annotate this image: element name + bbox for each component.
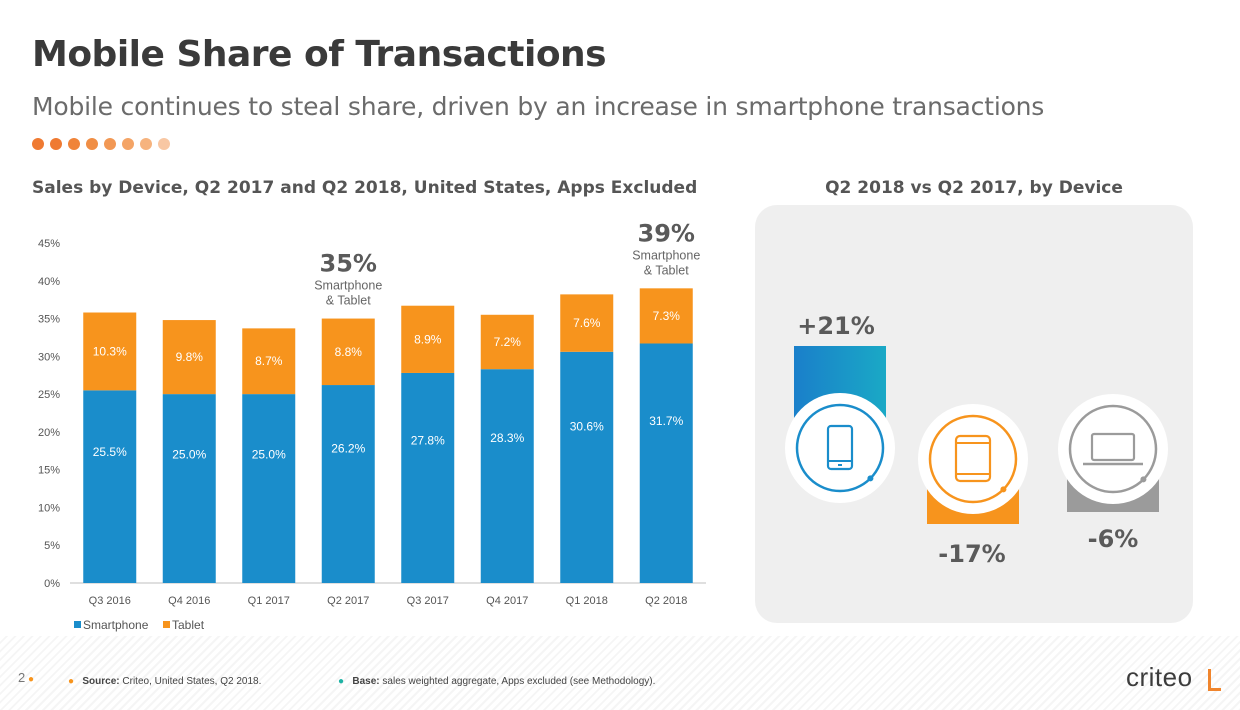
device-icon-ring-dot [1140,476,1147,483]
annotation-line: Smartphone [314,279,382,293]
criteo-logo-mark [1208,669,1221,691]
smartphone-bar [162,394,216,583]
device-icon-halo [1058,394,1168,504]
y-tick-label: 15% [38,465,60,477]
y-tick-label: 25% [38,389,60,401]
y-tick-label: 10% [38,502,60,514]
base-note: ● Base: sales weighted aggregate, Apps e… [338,676,656,687]
smartphone-icon [826,424,854,471]
x-tick-label: Q3 2017 [407,595,449,607]
tablet-bar [162,320,216,395]
annotation-total: 35% [320,250,377,278]
device-icon-ring [1068,404,1158,494]
smartphone-bar [560,351,614,583]
annotation-line: Smartphone [632,248,700,262]
legend-entry: Smartphone [83,618,149,632]
y-tick-label: 45% [38,238,60,250]
tablet-data-label: 8.7% [255,354,283,368]
decorative-dot [122,138,134,150]
annotation-line: & Tablet [644,263,689,277]
tablet-bar [83,312,137,391]
device-change-title: Q2 2018 vs Q2 2017, by Device [825,178,1123,198]
smartphone-data-label: 28.3% [490,431,524,445]
device-icon-ring-dot [867,475,874,482]
base-dot: ● [338,676,345,687]
smartphone-data-label: 25.5% [93,445,127,459]
decorative-dot [158,138,170,150]
x-tick-label: Q1 2017 [248,595,290,607]
x-tick-label: Q4 2017 [486,595,528,607]
smartphone-bar [401,372,455,583]
smartphone-data-label: 25.0% [172,447,206,461]
annotation-line: & Tablet [326,294,371,308]
device-icon-ring [795,403,885,493]
x-tick-label: Q2 2018 [645,595,687,607]
tablet-data-label: 7.2% [494,335,522,349]
decorative-dot [140,138,152,150]
decorative-dot [104,138,116,150]
y-tick-label: 35% [38,314,60,326]
decorative-dot [50,138,62,150]
x-tick-label: Q3 2016 [89,595,131,607]
annotation-total: 39% [638,219,695,247]
tablet-data-label: 10.3% [93,344,127,358]
tablet-bar [639,288,693,344]
page-title: Mobile Share of Transactions [32,34,607,75]
tablet-bar [242,328,296,395]
smartphone-data-label: 27.8% [411,433,445,447]
legend-entry: Tablet [172,618,205,632]
y-tick-label: 40% [38,276,60,288]
footer-hatch-background [0,636,1240,710]
device-change-label: -17% [938,540,1005,568]
source-note: ● Source: Criteo, United States, Q2 2018… [68,676,262,687]
device-icon-halo [785,393,895,503]
tablet-data-label: 7.3% [653,309,681,323]
x-tick-label: Q1 2018 [566,595,608,607]
tablet-icon [954,434,992,483]
device-change-label: -6% [1088,525,1139,553]
tablet-data-label: 8.9% [414,332,442,346]
bar-chart-title: Sales by Device, Q2 2017 and Q2 2018, Un… [32,178,698,198]
tablet-bar [480,314,534,370]
tablet-bar [401,305,455,373]
decorative-dot [86,138,98,150]
smartphone-data-label: 30.6% [570,419,604,433]
device-change-label: +21% [797,312,875,340]
smartphone-bar [83,390,137,583]
smartphone-bar [480,369,534,583]
x-tick-label: Q4 2016 [168,595,210,607]
criteo-logo: criteo [1126,662,1193,692]
decorative-dots [32,138,170,150]
tablet-bar [321,318,375,386]
decorative-dot [32,138,44,150]
laptop-icon [1090,432,1136,462]
x-tick-label: Q2 2017 [327,595,369,607]
source-dot: ● [68,676,75,687]
smartphone-data-label: 26.2% [331,441,365,455]
device-icon-ring-dot [1000,486,1007,493]
page-subtitle: Mobile continues to steal share, driven … [32,92,1045,121]
decorative-dot [68,138,80,150]
tablet-data-label: 8.8% [335,345,363,359]
y-tick-label: 30% [38,351,60,363]
device-icon-halo [918,404,1028,514]
y-tick-label: 5% [44,540,60,552]
smartphone-data-label: 25.0% [252,447,286,461]
tablet-data-label: 7.6% [573,316,601,330]
tablet-bar [560,294,614,352]
smartphone-bar [639,343,693,583]
page-number: 2 ● [18,670,35,685]
y-tick-label: 20% [38,427,60,439]
legend-swatch [163,621,170,628]
device-icon-ring [928,414,1018,504]
smartphone-bar [242,394,296,583]
y-tick-label: 0% [44,578,60,590]
tablet-data-label: 9.8% [176,350,204,364]
smartphone-data-label: 31.7% [649,414,683,428]
legend-swatch [74,621,81,628]
smartphone-bar [321,385,375,583]
